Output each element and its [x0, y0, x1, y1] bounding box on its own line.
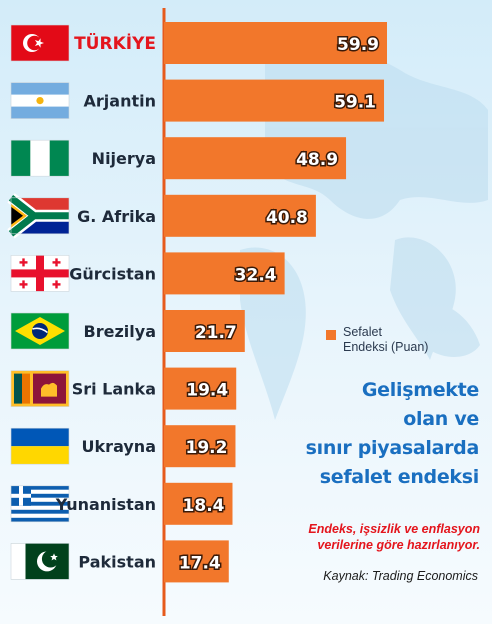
georgia-flag-icon — [10, 255, 70, 292]
value-label-5: 21.7 — [195, 323, 237, 343]
category-label-5: Brezilya — [84, 322, 156, 341]
value-label-0: 59.9 — [337, 35, 379, 55]
value-label-8: 18.4 — [183, 496, 225, 516]
value-label-4: 32.4 — [235, 265, 277, 285]
ukraine-flag-icon — [10, 427, 70, 465]
note-line-2: verilerine göre hazırlanıyor. — [317, 538, 480, 552]
chart-title: Gelişmekte olan ve sınır piyasalarda sef… — [305, 376, 480, 492]
legend-swatch — [326, 330, 336, 340]
methodology-note: Endeks, işsizlik ve enflasyon verilerine… — [308, 521, 480, 553]
value-label-6: 19.4 — [186, 381, 228, 401]
bar-2 — [164, 137, 347, 180]
bar-5 — [164, 310, 245, 352]
bar-9 — [164, 540, 229, 583]
value-label-2: 48.9 — [296, 150, 338, 170]
turkey-flag-icon — [10, 24, 70, 62]
value-label-7: 19.2 — [186, 438, 228, 458]
bar-4 — [164, 252, 285, 295]
category-label-6: Sri Lanka — [72, 380, 156, 399]
bar-6 — [164, 367, 237, 410]
south-africa-flag-icon — [7, 193, 70, 239]
value-label-3: 40.8 — [266, 208, 308, 228]
category-label-0: TÜRKİYE — [74, 32, 156, 54]
bar-3 — [164, 194, 316, 237]
category-label-4: Gürcistan — [69, 264, 156, 283]
source-credit: Kaynak: Trading Economics — [323, 569, 478, 583]
note-line-1: Endeks, işsizlik ve enflasyon — [308, 522, 480, 536]
legend-label: Sefalet Endeksi (Puan) — [343, 325, 428, 355]
category-label-3: G. Afrika — [77, 207, 156, 226]
title-line-1: Gelişmekte — [361, 379, 479, 401]
title-line-2: olan ve — [403, 408, 479, 430]
legend-line-2: Endeksi (Puan) — [343, 340, 429, 354]
category-label-1: Arjantin — [84, 92, 156, 111]
category-label-9: Pakistan — [78, 552, 156, 571]
bar-8 — [164, 482, 233, 525]
category-label-8: Yunanistan — [55, 495, 156, 514]
value-label-9: 17.4 — [179, 553, 221, 573]
argentina-flag-icon — [10, 82, 70, 119]
sri-lanka-flag-icon — [10, 370, 70, 407]
greece-flag-icon — [10, 485, 70, 523]
category-label-7: Ukrayna — [82, 437, 156, 456]
brazil-flag-icon — [10, 312, 70, 350]
title-line-4: sefalet endeksi — [319, 466, 480, 488]
bar-1 — [164, 79, 385, 122]
pakistan-flag-icon — [10, 543, 70, 580]
bar-7 — [164, 425, 236, 468]
nigeria-flag-icon — [10, 139, 70, 177]
legend-line-1: Sefalet — [343, 325, 382, 339]
bar-0 — [164, 22, 387, 64]
category-label-2: Nijerya — [92, 149, 156, 168]
title-line-3: sınır piyasalarda — [305, 437, 480, 459]
value-label-1: 59.1 — [334, 93, 376, 113]
